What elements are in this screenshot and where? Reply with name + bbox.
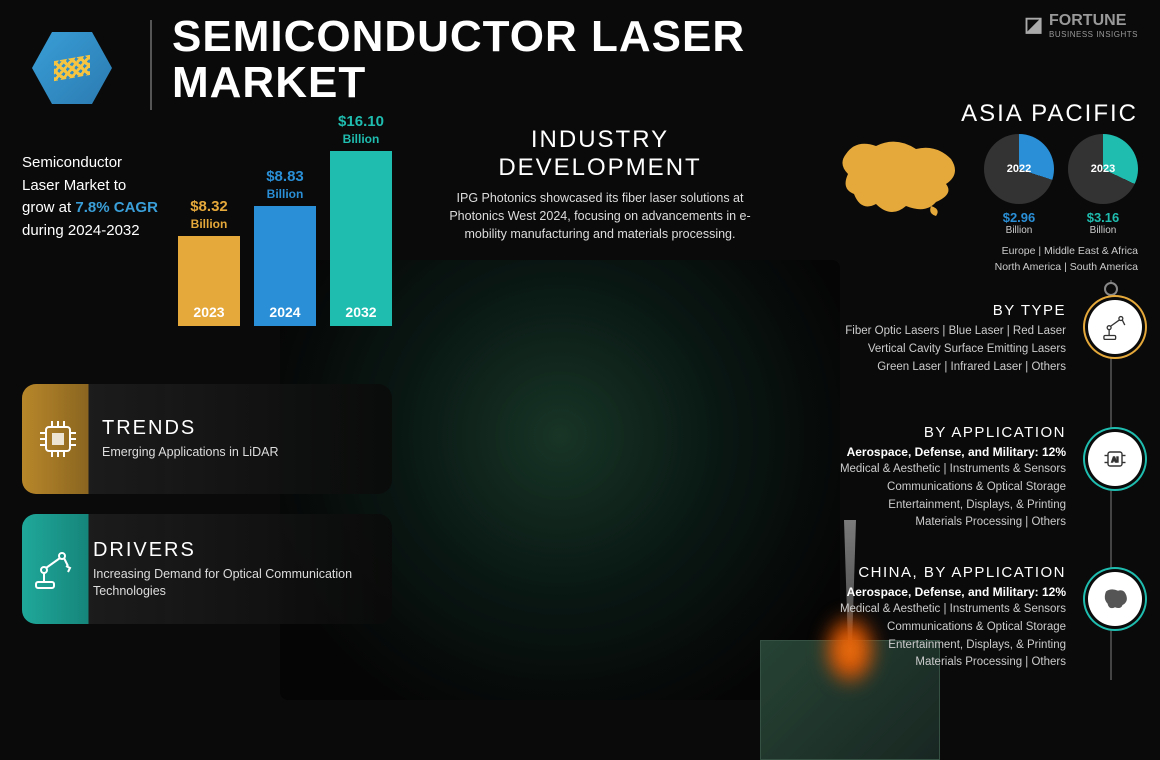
- pie-year: 2022: [1007, 163, 1031, 175]
- asia-map-icon: [836, 134, 966, 224]
- bar-value: $8.32Billion: [190, 199, 228, 232]
- segment-icon: [1088, 300, 1142, 354]
- industry-dev-body: IPG Photonics showcased its fiber laser …: [440, 189, 760, 243]
- title-line1: SEMICONDUCTOR LASER: [172, 12, 745, 61]
- drivers-title: DRIVERS: [93, 539, 374, 562]
- pie-chart: 2022: [984, 134, 1054, 204]
- chip-icon: [30, 411, 86, 467]
- brand-name: FORTUNE: [1049, 12, 1126, 29]
- segment-china-by-application: CHINA, BY APPLICATION Aerospace, Defense…: [768, 564, 1138, 672]
- industry-development: INDUSTRYDEVELOPMENT IPG Photonics showca…: [440, 126, 760, 244]
- pie-2022: 2022 $2.96 Billion: [984, 134, 1054, 236]
- drivers-card: DRIVERS Increasing Demand for Optical Co…: [22, 514, 392, 624]
- market-bar-chart: $8.32Billion 2023$8.83Billion 2024$16.10…: [178, 120, 418, 320]
- bar-year: 2032: [345, 304, 376, 320]
- segment-heading: CHINA, BY APPLICATION: [768, 564, 1138, 581]
- bar-2032: $16.10Billion 2032: [330, 114, 392, 320]
- pie-unit: Billion: [1090, 225, 1117, 236]
- pie-unit: Billion: [1006, 225, 1033, 236]
- segment-highlight: Aerospace, Defense, and Military: 12%: [768, 585, 1138, 599]
- bar-2024: $8.83Billion 2024: [254, 169, 316, 320]
- cagr-post: during 2024-2032: [22, 222, 140, 239]
- brand-logo: ◪ FORTUNE BUSINESS INSIGHTS: [1024, 12, 1138, 39]
- segment-icon: [1088, 572, 1142, 626]
- brand-mark-icon: ◪: [1024, 12, 1043, 37]
- pie-value: $2.96: [1003, 210, 1036, 225]
- segment-by-application: AI BY APPLICATION Aerospace, Defense, an…: [768, 424, 1138, 532]
- title-divider: [150, 20, 152, 110]
- bar-year: 2024: [269, 304, 300, 320]
- timeline-dot: [1104, 282, 1118, 296]
- asia-pacific-section: ASIA PACIFIC 2022 $2.96 Billion2023 $3.1…: [808, 100, 1138, 276]
- pie-chart: 2023: [1068, 134, 1138, 204]
- bar-rect: [330, 151, 392, 326]
- robot-arm-icon: [30, 541, 77, 597]
- pie-value: $3.16: [1087, 210, 1120, 225]
- trends-card: TRENDS Emerging Applications in LiDAR: [22, 384, 392, 494]
- segment-icon: AI: [1088, 432, 1142, 486]
- regions-line2: North America | South America: [995, 261, 1138, 273]
- cagr-summary: Semiconductor Laser Market to grow at 7.…: [22, 152, 162, 242]
- other-regions: Europe | Middle East & Africa North Amer…: [808, 244, 1138, 276]
- segment-list: Medical & Aesthetic | Instruments & Sens…: [768, 461, 1138, 532]
- regions-line1: Europe | Middle East & Africa: [1002, 245, 1138, 257]
- cagr-rate: 7.8% CAGR: [75, 199, 158, 216]
- segment-heading: BY APPLICATION: [768, 424, 1138, 441]
- market-logo-icon: [22, 18, 122, 118]
- segment-list: Medical & Aesthetic | Instruments & Sens…: [768, 601, 1138, 672]
- bar-value: $16.10Billion: [338, 114, 384, 147]
- industry-dev-heading: INDUSTRYDEVELOPMENT: [440, 126, 760, 181]
- pie-2023: 2023 $3.16 Billion: [1068, 134, 1138, 236]
- segment-heading: BY TYPE: [768, 302, 1138, 319]
- pie-year: 2023: [1091, 163, 1115, 175]
- segment-highlight: Aerospace, Defense, and Military: 12%: [768, 445, 1138, 459]
- page-title: SEMICONDUCTOR LASER MARKET: [172, 14, 745, 106]
- segment-by-type: BY TYPE Fiber Optic Lasers | Blue Laser …: [768, 302, 1138, 376]
- drivers-body: Increasing Demand for Optical Communicat…: [93, 566, 374, 600]
- segment-list: Fiber Optic Lasers | Blue Laser | Red La…: [768, 323, 1138, 376]
- bar-2023: $8.32Billion 2023: [178, 199, 240, 320]
- trends-title: TRENDS: [102, 417, 278, 440]
- svg-text:AI: AI: [1112, 457, 1119, 464]
- asia-heading: ASIA PACIFIC: [808, 100, 1138, 128]
- trends-body: Emerging Applications in LiDAR: [102, 444, 278, 461]
- title-line2: MARKET: [172, 58, 366, 107]
- bar-year: 2023: [193, 304, 224, 320]
- brand-sub: BUSINESS INSIGHTS: [1049, 30, 1138, 39]
- bar-value: $8.83Billion: [266, 169, 304, 202]
